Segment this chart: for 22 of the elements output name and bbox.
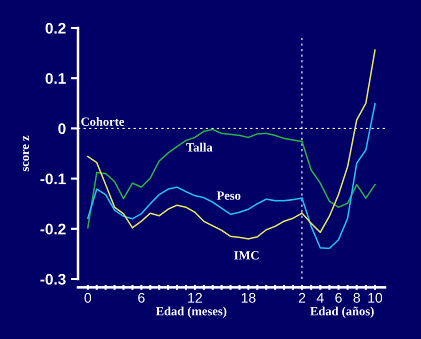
x-tick-label: 8 — [353, 292, 360, 303]
x-tick-label: 0 — [84, 292, 92, 303]
x-tick-label: 6 — [138, 292, 145, 303]
x-tick-label: 10 — [368, 292, 382, 303]
x-tick-label: 4 — [316, 293, 324, 303]
y-tick-label: 0.1 — [46, 73, 66, 84]
y-axis-title: score z — [22, 136, 29, 172]
series-label: IMC — [234, 251, 259, 260]
x-axis-title: Edad (meses) — [156, 306, 226, 318]
y-tick-label: 0.2 — [46, 22, 66, 34]
y-tick-label: -0.2 — [40, 224, 66, 234]
x-tick-label: 6 — [335, 292, 342, 303]
y-tick-label: -0.1 — [40, 173, 66, 184]
y-tick-label: 0 — [58, 123, 66, 134]
x-tick-label: 2 — [298, 292, 306, 303]
y-tick-label: -0.3 — [40, 274, 66, 285]
x-tick-label: 12 — [188, 292, 202, 303]
series-label: Talla — [186, 142, 212, 152]
x-axis-title: Edad (años) — [310, 306, 374, 318]
x-tick-label: 18 — [242, 292, 256, 303]
series-label: Peso — [216, 191, 240, 200]
ref-line-label: Cohorte — [81, 117, 124, 126]
